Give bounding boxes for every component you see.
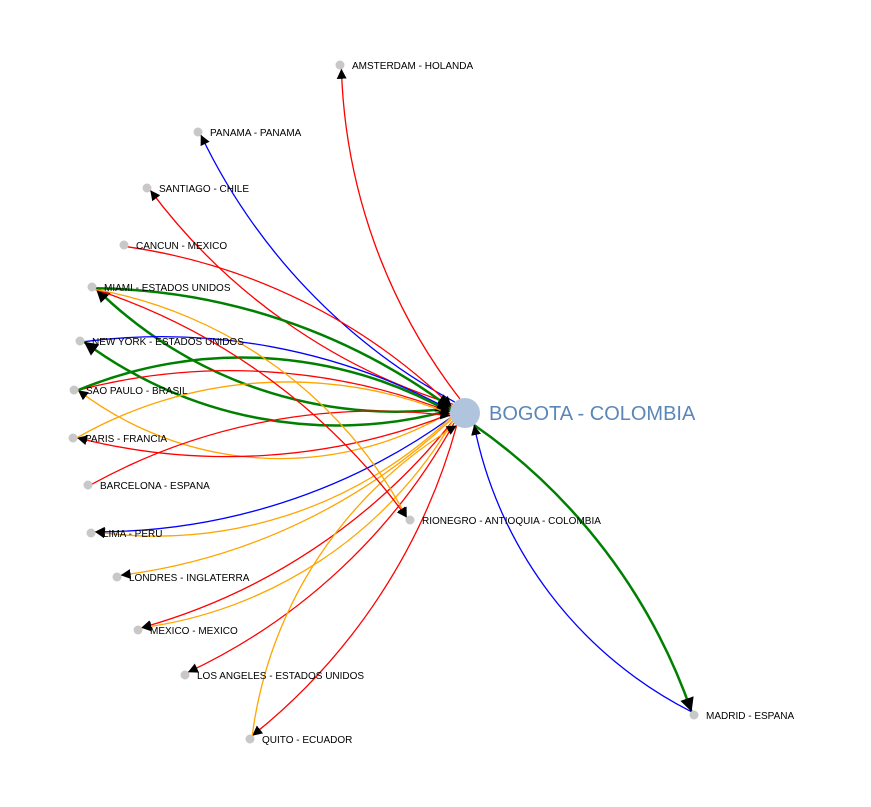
node-mexico[interactable]: MEXICO - MEXICO	[133, 625, 239, 638]
link-cancun-to-hub	[127, 246, 452, 407]
link-miami-to-rionegro	[95, 288, 408, 518]
link-saopaulo-to-hub	[77, 370, 451, 414]
nodes-layer: AMSTERDAM - HOLANDA PANAMA - PANAMA SANTIA…	[68, 60, 795, 747]
link-hub-to-newyork	[83, 340, 451, 427]
node-label: MIAMI - ESTADOS UNIDOS	[104, 283, 231, 294]
node-dot	[68, 433, 78, 443]
node-label: AMSTERDAM - HOLANDA	[352, 61, 473, 72]
node-dot	[83, 480, 93, 490]
node-madrid[interactable]: MADRID - ESPANA	[689, 710, 795, 723]
node-dot	[75, 336, 85, 346]
node-dot	[689, 710, 699, 720]
link-hub-to-quito	[251, 425, 458, 737]
node-dot	[180, 670, 190, 680]
link-miami-to-hub	[95, 287, 452, 410]
link-hub-to-mexico	[141, 420, 454, 630]
node-label: CANCUN - MEXICO	[136, 241, 227, 252]
node-londres[interactable]: LONDRES - INGLATERRA	[112, 572, 250, 585]
node-saopaulo[interactable]: SAO PAULO - BRASIL	[69, 385, 188, 398]
node-rionegro[interactable]: RIONEGRO - ANTIOQUIA - COLOMBIA	[405, 515, 602, 528]
node-dot	[112, 572, 122, 582]
node-label: SANTIAGO - CHILE	[159, 184, 249, 195]
node-label: BARCELONA - ESPANA	[100, 481, 210, 492]
node-label: MADRID - ESPANA	[706, 711, 794, 722]
node-panama[interactable]: PANAMA - PANAMA	[193, 127, 302, 140]
link-hub-to-amsterdam	[336, 68, 461, 400]
link-quito-to-hub	[251, 424, 458, 736]
link-hub-to-londres	[120, 418, 452, 579]
node-miami[interactable]: MIAMI - ESTADOS UNIDOS	[87, 282, 231, 295]
node-lima[interactable]: LIMA - PERU	[86, 528, 163, 541]
node-label: QUITO - ECUADOR	[262, 735, 352, 746]
link-miami-to-rionegro	[94, 288, 408, 518]
node-paris[interactable]: PARIS - FRANCIA	[68, 433, 168, 446]
node-dot	[193, 127, 203, 137]
link-hub-to-lima	[94, 417, 452, 539]
link-hub-to-mexico	[141, 420, 454, 632]
node-label: LONDRES - INGLATERRA	[129, 573, 250, 584]
link-paris-to-hub	[76, 381, 451, 439]
node-quito[interactable]: QUITO - ECUADOR	[245, 734, 353, 747]
node-cancun[interactable]: CANCUN - MEXICO	[119, 240, 228, 253]
hub-circle	[450, 398, 480, 428]
node-label: PARIS - FRANCIA	[85, 434, 167, 445]
node-losangeles[interactable]: LOS ANGELES - ESTADOS UNIDOS	[180, 670, 365, 683]
link-hub-to-losangeles	[187, 422, 455, 673]
link-saopaulo-to-hub	[77, 356, 451, 414]
node-santiago[interactable]: SANTIAGO - CHILE	[142, 183, 250, 196]
node-dot	[133, 625, 143, 635]
node-dot	[86, 528, 96, 538]
node-barcelona[interactable]: BARCELONA - ESPANA	[83, 480, 211, 493]
node-label: LOS ANGELES - ESTADOS UNIDOS	[197, 671, 364, 682]
node-label: LIMA - PERU	[103, 529, 162, 540]
node-dot	[335, 60, 345, 70]
link-newyork-to-hub	[83, 336, 451, 411]
link-hub-to-paris	[76, 413, 451, 458]
node-label: RIONEGRO - ANTIOQUIA - COLOMBIA	[422, 516, 601, 527]
hub-node[interactable]: BOGOTA - COLOMBIA	[450, 398, 696, 428]
link-hub-to-lima	[94, 417, 452, 537]
links-layer	[76, 68, 694, 737]
link-madrid-to-hub	[471, 424, 692, 713]
node-label: NEW YORK - ESTADOS UNIDOS	[92, 337, 244, 348]
node-dot	[119, 240, 129, 250]
node-label: SAO PAULO - BRASIL	[86, 386, 188, 397]
node-dot	[405, 515, 415, 525]
node-amsterdam[interactable]: AMSTERDAM - HOLANDA	[335, 60, 474, 73]
link-hub-to-saopaulo	[77, 389, 451, 460]
node-dot	[245, 734, 255, 744]
node-newyork[interactable]: NEW YORK - ESTADOS UNIDOS	[75, 336, 245, 349]
hub-label: BOGOTA - COLOMBIA	[489, 403, 696, 425]
node-dot	[87, 282, 97, 292]
node-label: MEXICO - MEXICO	[150, 626, 238, 637]
node-dot	[142, 183, 152, 193]
link-hub-to-madrid	[473, 423, 694, 713]
link-hub-to-panama	[200, 134, 456, 403]
node-dot	[69, 385, 79, 395]
link-barcelona-to-hub	[91, 409, 451, 485]
node-label: PANAMA - PANAMA	[210, 128, 302, 139]
